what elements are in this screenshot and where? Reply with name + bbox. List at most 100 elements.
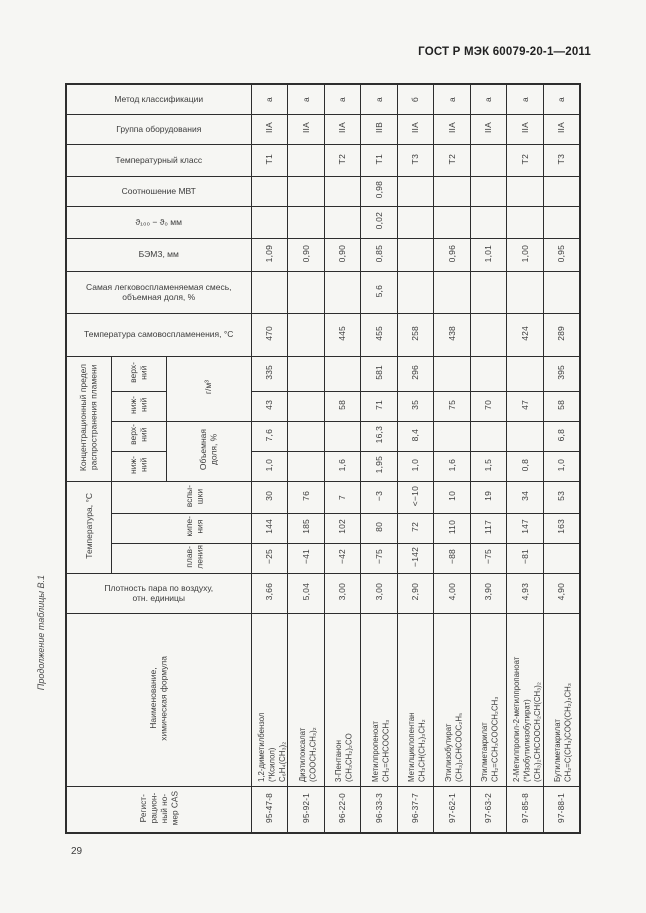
cell-value-flash: 19 <box>483 490 493 501</box>
substance-name-label: Наименование, химическая формула <box>148 655 169 741</box>
cell-flash-96-33-3: −3 <box>360 480 398 514</box>
cell-most_flammable-96-37-7 <box>396 270 434 314</box>
boiling-point-label: кипе- ния <box>183 516 205 538</box>
cell-uel_vol-96-37-7: 8,4 <box>396 420 434 452</box>
cell-temp_class-96-33-3: Т1 <box>360 143 398 177</box>
cell-uel_gm3-97-63-2 <box>469 355 507 392</box>
cell-value-temp_class: Т2 <box>519 153 530 164</box>
cell-temp_class-95-47-8: Т1 <box>250 143 288 177</box>
cell-value-theta: 0,02 <box>373 212 384 230</box>
cell-value-equip_group: IIA <box>410 122 420 134</box>
cell-uel_gm3-97-62-1 <box>433 355 471 392</box>
cell-lel_gm3-95-47-8: 43 <box>250 390 288 422</box>
cell-most_flammable-96-22-0 <box>323 270 361 314</box>
cell-value-lel_gm3: 70 <box>483 399 493 410</box>
cell-value-uel_vol: 16,3 <box>373 426 384 444</box>
cell-lel_gm3-97-85-8: 47 <box>506 390 544 422</box>
row-melting-point: плав- ления −25 −41 −42 −75 −142 −88 −75 −81 <box>66 542 580 574</box>
cell-mesg-96-33-3: 0,85 <box>360 237 398 272</box>
cell-value-equip_group: IIA <box>300 122 311 134</box>
row-label-cas-number: Регист- рацион- ный но- мер CAS <box>65 785 252 834</box>
cell-value-flash: 7 <box>337 494 347 500</box>
row-label-autoignition-temperature: Температура самовоспламенения, °С <box>65 312 252 357</box>
cell-cas-96-37-7: 96-37-7 <box>396 785 434 834</box>
substance-block: Метилциклопентан CH₃CH(CH₂)₃CH₂ <box>402 615 428 782</box>
cell-melting-97-88-1 <box>542 542 580 574</box>
gm3-unit-label: г/м³ <box>203 380 214 395</box>
cell-boiling-97-88-1: 163 <box>542 512 580 544</box>
substance-formula: (CH₃)₂CHCOOCH₂CH(CH₃)₂ <box>533 681 543 782</box>
cell-theta-96-33-3: 0,02 <box>360 205 398 239</box>
cell-value-uel_vol: 8,4 <box>410 428 420 441</box>
cell-value-autoignition: 470 <box>264 325 274 341</box>
cell-boiling-95-92-1: 185 <box>287 512 325 544</box>
cell-flash-97-63-2: 19 <box>469 480 507 514</box>
cell-value-melting: −41 <box>300 549 311 565</box>
cell-value-mesg: 0,96 <box>446 244 457 262</box>
cell-uel_vol-97-85-8 <box>506 420 544 452</box>
cell-value-mesg: 1,01 <box>483 244 493 262</box>
substance-name: Метилпропеноат <box>370 720 380 782</box>
substance-name: 1,2-диметилбензол (*Ксилол) <box>256 712 277 782</box>
cell-method-96-37-7: б <box>396 83 434 115</box>
row-most-flammable-mixture: Самая легковоспламеняемая смесь, объемна… <box>65 270 580 314</box>
cell-value-method: а <box>337 97 347 102</box>
cell-cas-97-62-1: 97-62-1 <box>433 785 471 834</box>
cell-value-lel_vol: 0,8 <box>519 458 530 471</box>
cell-value-flash: 34 <box>519 490 530 501</box>
cell-value-cas: 97-63-2 <box>483 793 493 823</box>
cell-value-equip_group: IIA <box>446 122 457 134</box>
row-label-classification-method: Метод классификации <box>65 83 252 115</box>
cell-theta-97-88-1 <box>542 205 580 239</box>
substance-block: Диэтилоксалат (COOCH₂CH₃)₂ <box>293 615 319 782</box>
flash-point-label: вспы- шки <box>183 484 205 507</box>
cell-flash-96-22-0: 7 <box>323 480 361 514</box>
cell-lel_vol-97-62-1: 1,6 <box>433 450 471 482</box>
cell-value-equip_group: IIA <box>264 122 274 134</box>
cell-lel_vol-96-22-0: 1,6 <box>323 450 361 482</box>
cell-density-97-63-2: 3,90 <box>469 572 507 614</box>
table-continuation-caption: Продолжение таблицы В.1 <box>36 575 46 691</box>
cell-value-cas: 97-85-8 <box>519 793 530 823</box>
cell-lel_vol-96-33-3: 1,95 <box>360 450 398 482</box>
cell-value-density: 2,90 <box>410 583 420 601</box>
row-label-mesg: БЭМЗ, мм <box>65 237 252 272</box>
cell-substance-95-92-1: Диэтилоксалат (COOCH₂CH₃)₂ <box>287 612 325 787</box>
cell-theta-96-37-7 <box>396 205 434 239</box>
cell-uel_vol-97-88-1: 6,8 <box>542 420 580 452</box>
cell-mic_ratio-96-22-0 <box>323 175 361 207</box>
cell-temp_class-95-92-1 <box>287 143 325 177</box>
cell-density-95-47-8: 3,66 <box>250 572 288 614</box>
substance-name: Диэтилоксалат <box>297 727 307 782</box>
row-equipment-group: Группа оборудования IIA IIA IIA IIB IIA IIA II… <box>65 113 580 145</box>
cell-method-97-88-1: а <box>542 83 580 115</box>
cell-value-melting: −81 <box>519 549 530 565</box>
cell-value-boiling: 147 <box>519 519 530 535</box>
cell-theta-97-85-8 <box>506 205 544 239</box>
unit-label-volume-share: Объемная доля, % <box>165 420 252 482</box>
cell-value-lel_vol: 1,0 <box>410 458 420 471</box>
row-mic-ratio: Соотношение МВТ 0,98 <box>65 175 580 207</box>
cell-flash-97-85-8: 34 <box>506 480 544 514</box>
substance-formula: (CH₃CH₂)₂CO <box>344 733 354 782</box>
cell-substance-96-33-3: Метилпропеноат CH₂=CHCOOCH₃ <box>360 612 398 787</box>
cell-value-lel_vol: 1,6 <box>446 458 457 471</box>
cell-lel_vol-97-88-1: 1,0 <box>542 450 580 482</box>
row-theta-diff: ϑ₁₀₀ − ϑ₀ мм 0,02 <box>65 205 580 239</box>
cell-value-method: а <box>446 97 457 102</box>
cell-autoignition-96-37-7: 258 <box>396 312 434 357</box>
row-boiling-point: кипе- ния 144 185 102 80 72 110 117 147 163 <box>66 512 580 544</box>
cell-value-boiling: 80 <box>373 521 384 532</box>
sub-label-upper-vol: верх- ний <box>110 420 167 452</box>
substance-formula: CH₃CH(CH₂)₃CH₂ <box>417 719 427 782</box>
cell-value-temp_class: Т1 <box>264 153 274 164</box>
cell-value-uel_vol: 6,8 <box>555 428 566 441</box>
cell-value-melting: −75 <box>373 549 384 565</box>
sub-label-lower-vol: ниж- ний <box>110 450 167 482</box>
group-label-flame-limits: Концентрационный предел распространения … <box>65 355 112 482</box>
cell-equip_group-96-22-0: IIA <box>323 113 361 145</box>
row-label-most-flammable-mixture: Самая легковоспламеняемая смесь, объемна… <box>65 270 252 314</box>
cell-uel_gm3-96-33-3: 581 <box>360 355 398 392</box>
cell-method-97-63-2: а <box>469 83 507 115</box>
cell-lel_gm3-97-62-1: 75 <box>433 390 471 422</box>
